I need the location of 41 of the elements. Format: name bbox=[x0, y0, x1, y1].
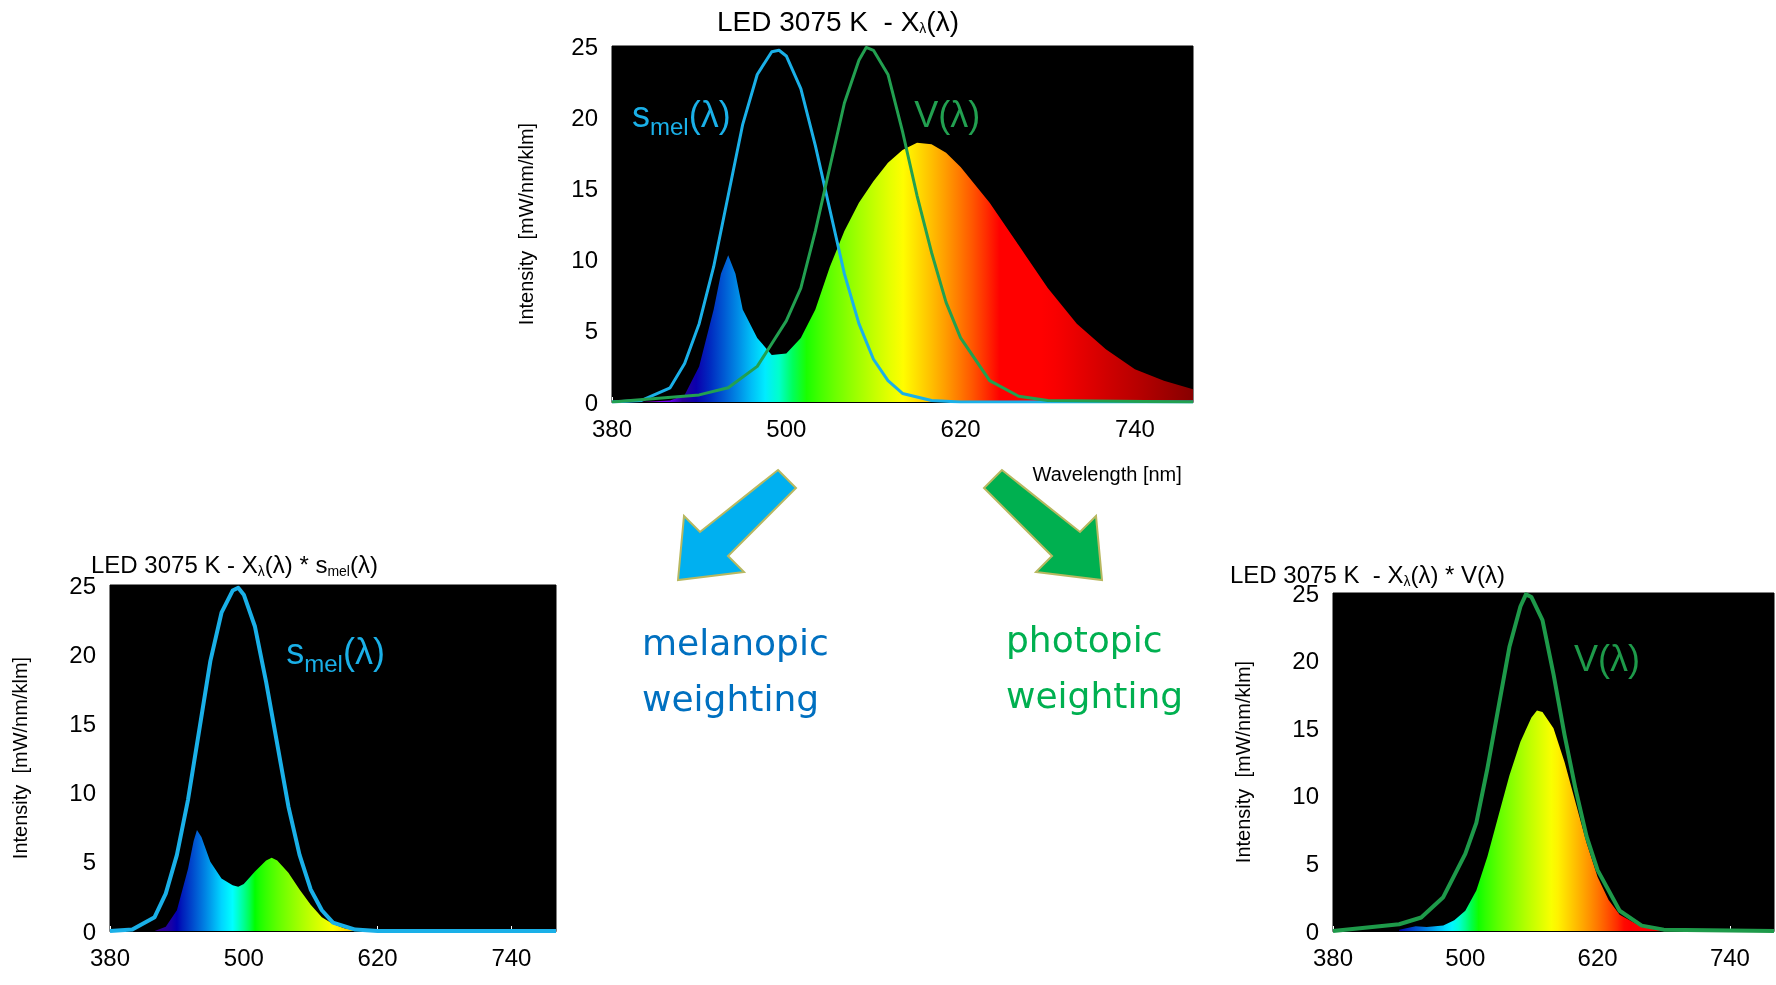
y-tick-label: 25 bbox=[571, 32, 598, 60]
x-tick-label: 620 bbox=[940, 414, 981, 442]
line-series bbox=[1331, 592, 1776, 933]
x-tick-label: 740 bbox=[1709, 943, 1750, 971]
x-tick-label: 500 bbox=[766, 414, 807, 442]
y-tick-label: 0 bbox=[1305, 917, 1319, 945]
series-label: s$_{mel}$(λ) bbox=[286, 631, 385, 680]
x-tick-label: 740 bbox=[491, 943, 532, 971]
y-tick-label: 15 bbox=[571, 174, 598, 202]
x-tick-label: 620 bbox=[1577, 943, 1618, 971]
series-label: V(λ) bbox=[914, 94, 981, 136]
y-tick-label: 10 bbox=[571, 246, 598, 274]
x-axis-title: Wavelength [nm] bbox=[1032, 463, 1182, 485]
text: photopic weighting bbox=[1006, 618, 1185, 718]
x-tick-label: 500 bbox=[223, 943, 264, 971]
y-tick-label: 15 bbox=[69, 709, 96, 737]
x-tick-label: 620 bbox=[357, 943, 398, 971]
y-tick-label: 15 bbox=[1292, 714, 1319, 742]
x-tick-label: 500 bbox=[1445, 943, 1486, 971]
text: melanopic weighting bbox=[642, 621, 830, 721]
chart-title: LED 3075 K - Xλ(λ) bbox=[717, 5, 959, 37]
y-tick-label: 20 bbox=[69, 640, 96, 668]
x-tick-label: 740 bbox=[1114, 414, 1155, 442]
y-tick-label: 10 bbox=[69, 779, 96, 807]
y-tick-label: 20 bbox=[571, 103, 598, 131]
y-tick-label: 5 bbox=[1305, 849, 1319, 877]
y-tick-label: 5 bbox=[584, 317, 598, 345]
y-axis-title: Intensity [mW/nm/klm] bbox=[1232, 660, 1254, 864]
y-tick-label: 5 bbox=[82, 848, 96, 876]
y-axis-title: Intensity [mW/nm/klm] bbox=[9, 656, 31, 860]
y-tick-label: 10 bbox=[1292, 782, 1319, 810]
y-axis-title: Intensity [mW/nm/klm] bbox=[515, 122, 537, 326]
x-tick-label: 380 bbox=[1312, 943, 1354, 971]
x-tick-label: 380 bbox=[591, 414, 633, 442]
series-label: V(λ) bbox=[1573, 637, 1640, 679]
line-series bbox=[108, 585, 558, 933]
series-label: s$_{mel}$(λ) bbox=[632, 94, 731, 143]
x-tick-label: 380 bbox=[89, 943, 131, 971]
y-tick-label: 0 bbox=[82, 917, 96, 945]
y-tick-label: 0 bbox=[584, 388, 598, 416]
y-tick-label: 20 bbox=[1292, 647, 1319, 675]
